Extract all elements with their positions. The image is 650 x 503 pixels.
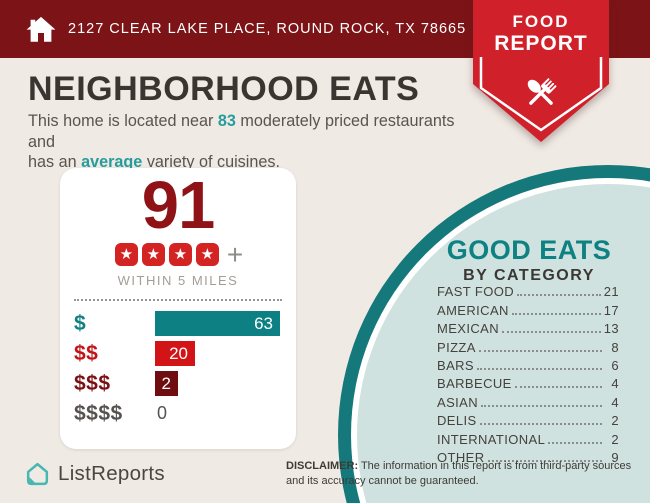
category-label: PIZZA — [437, 339, 476, 355]
circle-white-ring — [351, 178, 650, 503]
category-label: OTHER — [437, 449, 485, 465]
dotted-divider — [74, 299, 282, 301]
intro-text: This home is located near 83 moderately … — [28, 111, 478, 173]
bar: 2 — [155, 371, 178, 396]
category-count: 6 — [611, 357, 619, 373]
intro-part: variety of cuisines. — [146, 153, 280, 171]
category-row: BARBECUE 4 — [437, 373, 619, 391]
dotted-leader — [517, 294, 601, 297]
dotted-leader — [477, 367, 602, 370]
plus-sign: + — [226, 239, 244, 270]
dotted-leader — [479, 423, 602, 426]
variety-highlight: average — [81, 153, 143, 171]
category-row: INTERNATIONAL 2 — [437, 428, 619, 447]
category-label: ASIAN — [437, 394, 479, 410]
price-tier-label: $$$ — [74, 371, 111, 395]
star-icon: ★ — [195, 243, 219, 266]
bar: 20 — [155, 341, 195, 366]
category-row: PIZZA 8 — [437, 336, 619, 355]
category-count: 4 — [611, 376, 619, 392]
dotted-leader — [487, 459, 602, 462]
dotted-leader — [481, 404, 602, 407]
badge-word-food: FOOD — [512, 12, 570, 31]
category-count: 2 — [611, 431, 619, 447]
star-rating: ★ ★ ★ ★ + — [60, 239, 296, 270]
category-label: DELIS — [437, 413, 477, 429]
category-label: BARBECUE — [437, 376, 512, 392]
disclaimer-label: DISCLAIMER: — [286, 460, 359, 472]
intro-part: This home is located near — [28, 112, 214, 130]
category-row: DELIS 2 — [437, 410, 619, 428]
intro-part: has an — [28, 153, 77, 171]
radius-label: WITHIN 5 MILES — [117, 273, 239, 288]
price-tier-bar-chart: $63 $$ 20 $$$ 2 $$$$ 0 — [60, 311, 296, 426]
score-card: 91 ★ ★ ★ ★ + WITHIN 5 MILES $63 $$ 20 $$$ 2 $$$$ 0 — [60, 168, 296, 449]
category-label: BARS — [437, 357, 475, 373]
price-bar-row: $$$ 2 — [74, 371, 282, 396]
dotted-leader — [548, 441, 602, 444]
price-bar-row: $$ 20 — [74, 341, 282, 366]
category-row: MEXICAN 13 — [437, 318, 619, 336]
price-tier-label: $ — [74, 311, 87, 335]
home-icon — [26, 16, 56, 42]
price-bar-row: $$$$ 0 — [74, 401, 282, 426]
category-count: 13 — [603, 321, 619, 337]
price-tier-label: $$$$ — [74, 401, 123, 425]
bar-zone: 2 — [155, 371, 282, 396]
good-eats-subtitle: BY CATEGORY — [463, 267, 595, 284]
badge-text: FOOD REPORT — [471, 12, 611, 55]
category-count: 8 — [611, 339, 619, 355]
dotted-leader — [511, 312, 601, 315]
star-icon: ★ — [141, 243, 165, 266]
good-eats-heading: GOOD EATS BY CATEGORY — [433, 235, 625, 285]
star-icon: ★ — [168, 243, 192, 266]
disclaimer: DISCLAIMER: The information in this repo… — [286, 459, 642, 488]
price-bar-row: $63 — [74, 311, 282, 336]
category-count: 2 — [611, 413, 619, 429]
property-address: 2127 CLEAR LAKE PLACE, ROUND ROCK, TX 78… — [68, 21, 467, 37]
food-report-ribbon: FOOD REPORT — [471, 0, 611, 160]
category-row: OTHER 9 — [437, 447, 619, 465]
restaurant-count: 83 — [217, 112, 236, 130]
category-label: MEXICAN — [437, 321, 500, 337]
price-tier-label: $$ — [74, 341, 99, 365]
category-row: BARS 6 — [437, 355, 619, 373]
dotted-leader — [514, 386, 602, 389]
bar-zone: 20 — [155, 341, 282, 366]
good-eats-title: GOOD EATS — [446, 235, 612, 265]
category-count: 17 — [603, 302, 619, 318]
brand-name: ListReports — [58, 462, 165, 485]
category-count: 9 — [611, 449, 619, 465]
category-row: ASIAN 4 — [437, 391, 619, 410]
bar-zone: 0 — [155, 401, 282, 426]
listreports-house-icon — [26, 462, 49, 486]
crossed-spoon-fork-icon — [527, 78, 557, 105]
bar: 63 — [155, 311, 280, 336]
category-count: 4 — [611, 394, 619, 410]
bar-value-zero: 0 — [157, 403, 168, 423]
disclaimer-text: The information in this report is from t… — [286, 460, 632, 487]
category-list: FAST FOOD 21 AMERICAN 17 MEXICAN 13 PIZZA 8 BARS… — [437, 281, 619, 465]
category-label: INTERNATIONAL — [437, 431, 546, 447]
badge-word-report: REPORT — [494, 31, 588, 55]
category-row: AMERICAN 17 — [437, 299, 619, 318]
bar-zone: 63 — [155, 311, 282, 336]
restaurant-score: 91 — [141, 168, 216, 243]
category-count: 21 — [603, 284, 619, 300]
dotted-leader — [502, 331, 601, 334]
page-title: NEIGHBORHOOD EATS — [28, 70, 420, 108]
category-row: FAST FOOD 21 — [437, 281, 619, 299]
category-label: FAST FOOD — [437, 284, 515, 300]
listreports-logo: ListReports — [24, 461, 165, 487]
intro-part: moderately priced restaurants and — [28, 112, 455, 151]
category-label: AMERICAN — [437, 302, 509, 318]
star-icon: ★ — [114, 243, 138, 266]
dotted-leader — [478, 349, 602, 352]
